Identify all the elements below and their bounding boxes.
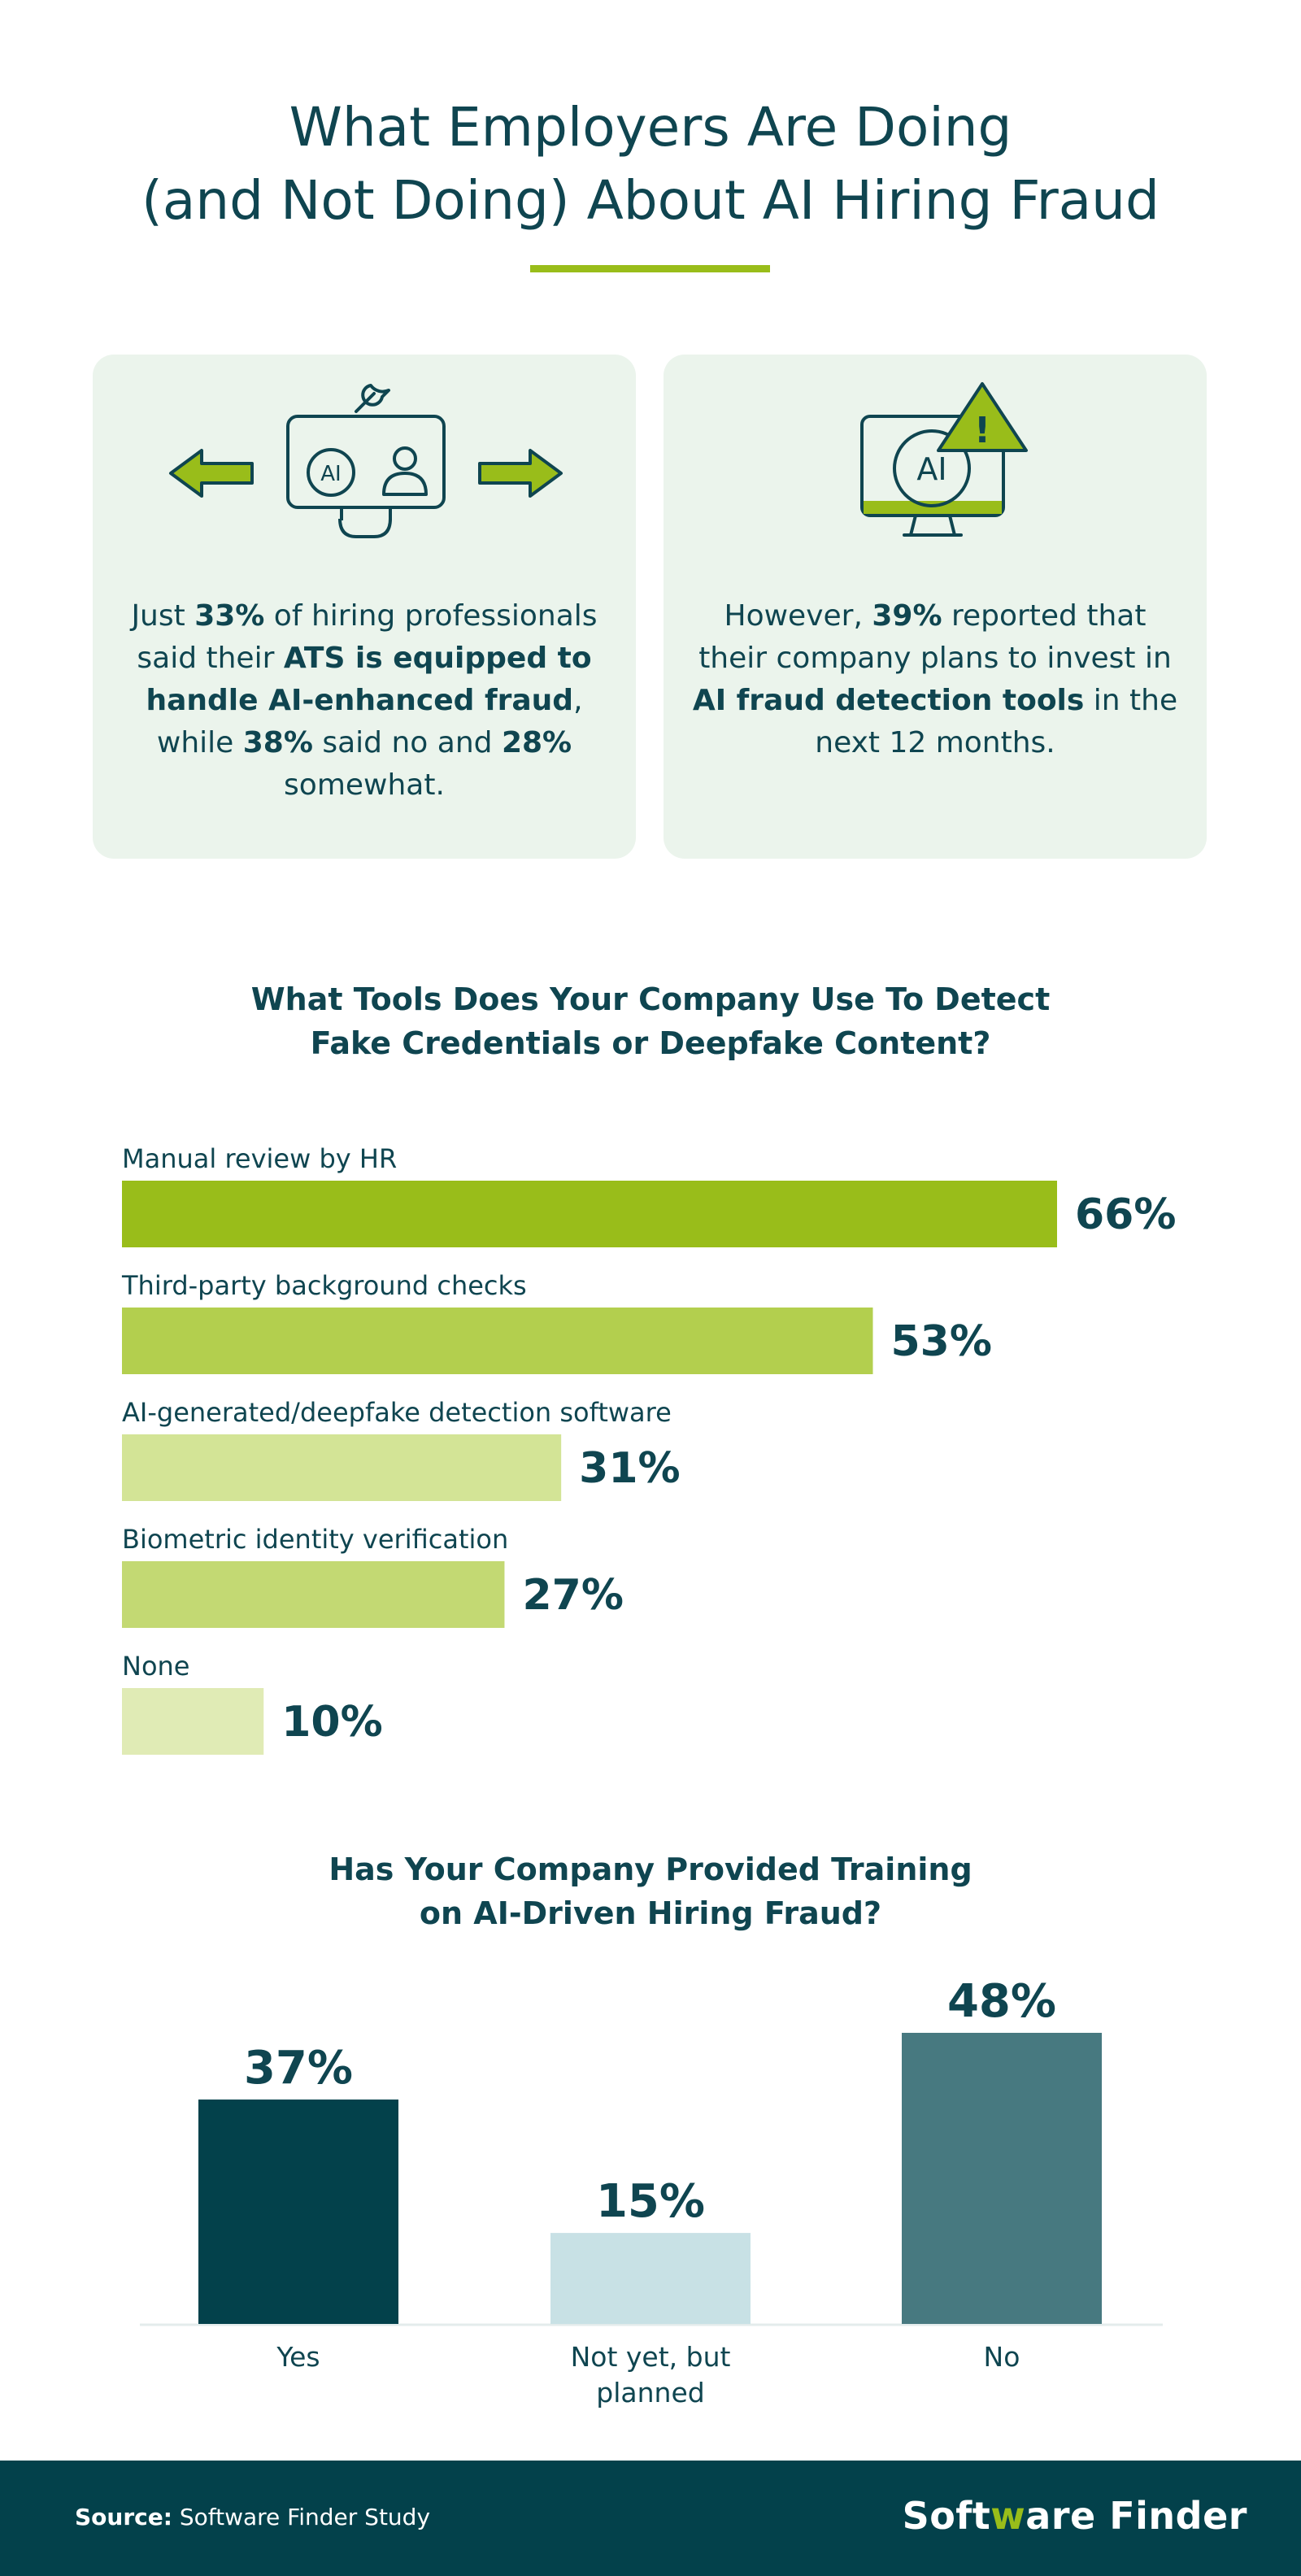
tools-bar <box>122 1434 562 1501</box>
highlight-text: 39% <box>872 599 942 633</box>
tools-bar <box>122 1308 873 1374</box>
training-bar <box>198 2100 398 2324</box>
tools-chart-title-line-2: Fake Credentials or Deepfake Content? <box>310 1025 991 1061</box>
training-bar <box>902 2033 1102 2324</box>
title-underline <box>530 265 770 272</box>
training-chart-title-line-1: Has Your Company Provided Training <box>329 1852 972 1887</box>
training-value-label: 15% <box>596 2175 705 2228</box>
training-value-label: 37% <box>244 2042 353 2095</box>
body-text: said no and <box>312 726 502 759</box>
tools-bar <box>122 1181 1057 1247</box>
brand-part-1: Soft <box>902 2494 991 2538</box>
stat-card-ats: AI Just 33% of hiring professionals said… <box>93 355 636 859</box>
ai-icon-label: AI <box>916 451 946 487</box>
tools-bar <box>122 1561 505 1628</box>
highlight-text: AI fraud detection tools <box>692 684 1085 717</box>
monitor-ai-warning-icon: AI <box>860 415 1005 537</box>
body-text: somewhat. <box>284 768 445 802</box>
training-category-label: planned <box>596 2377 704 2408</box>
training-value-label: 48% <box>947 1975 1056 2028</box>
arrow-left-icon <box>169 449 254 498</box>
tools-category-label: Biometric identity verification <box>122 1524 508 1555</box>
tools-value-label: 66% <box>1075 1190 1176 1239</box>
arrow-right-icon <box>478 449 563 498</box>
footer: Source: Software Finder Study Software F… <box>0 2461 1301 2576</box>
warning-icon: ! <box>937 382 1028 452</box>
source-note: Source: Software Finder Study <box>75 2501 430 2534</box>
tools-value-label: 53% <box>890 1317 991 1366</box>
body-text: Just <box>131 599 195 633</box>
stat-card-invest: AI ! However, 39% reported that their co… <box>664 355 1207 859</box>
training-chart-title-line-2: on AI-Driven Hiring Fraud? <box>419 1895 882 1931</box>
training-category-label: No <box>984 2341 1020 2373</box>
invest-illustration: AI ! <box>860 382 1028 537</box>
body-text: , while <box>156 684 583 759</box>
tools-category-label: Third-party background checks <box>121 1270 527 1301</box>
tools-chart-title: What Tools Does Your Company Use To Dete… <box>0 977 1301 1065</box>
highlight-text: ATS is equipped to handle AI-enhanced fr… <box>146 642 592 717</box>
tools-value-label: 27% <box>522 1571 623 1620</box>
body-text: However, <box>724 599 872 633</box>
tools-chart-title-line-1: What Tools Does Your Company Use To Dete… <box>250 981 1051 1017</box>
training-category-label: Yes <box>276 2341 320 2373</box>
body-text: in the next 12 months. <box>815 684 1178 759</box>
tools-value-label: 31% <box>579 1444 680 1493</box>
title-line-1: What Employers Are Doing <box>289 96 1012 159</box>
ats-stat-text: Just 33% of hiring professionals said th… <box>117 595 611 807</box>
brand-logo[interactable]: Software Finder <box>903 2490 1247 2542</box>
highlight-text: 38% <box>242 726 313 759</box>
training-bar <box>550 2233 751 2324</box>
brand-part-2: are Finder <box>1025 2494 1247 2538</box>
highlight-text: 33% <box>194 599 265 633</box>
tools-category-label: Manual review by HR <box>122 1143 397 1174</box>
source-label: Source: <box>75 2504 172 2530</box>
ats-illustration: AI <box>169 384 563 538</box>
body-text: of hiring professionals said their <box>137 599 598 675</box>
tools-bar <box>122 1688 264 1755</box>
brand-mark: w <box>990 2494 1026 2538</box>
warning-symbol: ! <box>974 410 990 451</box>
source-text: Software Finder Study <box>172 2504 431 2530</box>
tools-category-label: AI-generated/deepfake detection software <box>122 1397 672 1428</box>
tools-value-label: 10% <box>281 1698 382 1747</box>
page-title: What Employers Are Doing (and Not Doing)… <box>0 91 1301 237</box>
monitor-ai-user-icon: AI <box>286 415 446 538</box>
wrench-icon <box>355 384 390 413</box>
training-chart-title: Has Your Company Provided Training on AI… <box>0 1847 1301 1935</box>
ai-icon-label: AI <box>320 462 341 486</box>
tools-category-label: None <box>122 1651 189 1682</box>
body-text: reported that their company plans to inv… <box>698 599 1172 675</box>
title-line-2: (and Not Doing) About AI Hiring Fraud <box>141 169 1160 232</box>
invest-stat-text: However, 39% reported that their company… <box>688 595 1182 764</box>
highlight-text: 28% <box>501 726 572 759</box>
training-category-label: Not yet, but <box>571 2341 731 2373</box>
